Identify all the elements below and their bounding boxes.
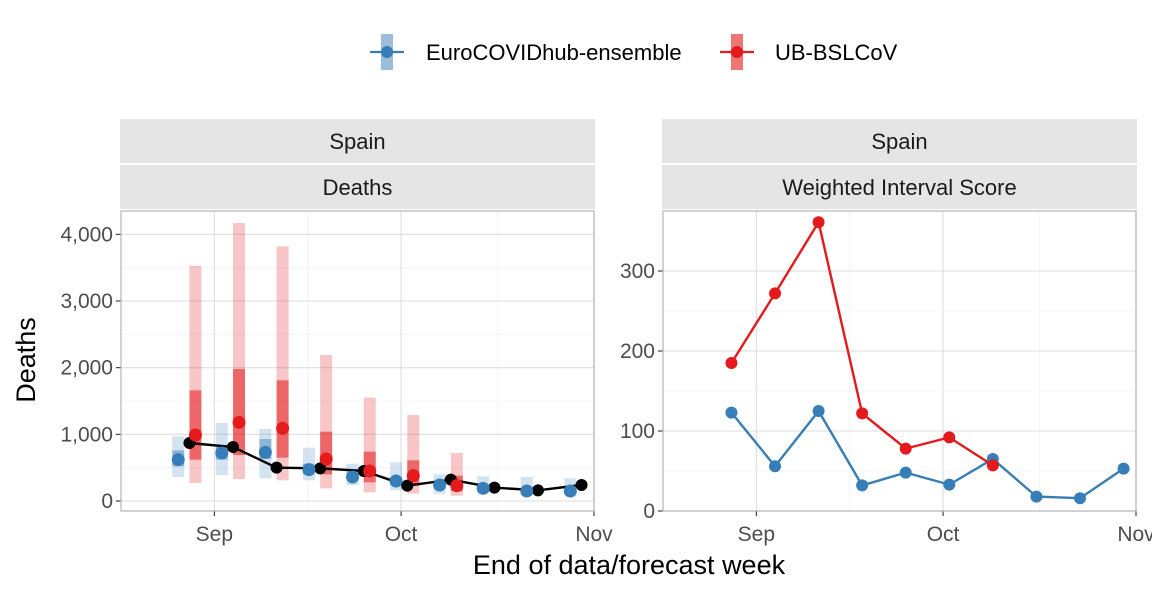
strip-right-target: Weighted Interval Score (782, 175, 1016, 200)
x-tick-label: Sep (196, 523, 233, 546)
ub-median-point (232, 415, 246, 429)
ensemble-median-point (476, 481, 490, 495)
observed-point (531, 484, 544, 497)
ub-inner-interval (233, 369, 246, 455)
ub-wis-point (986, 459, 999, 472)
observed-line (189, 441, 582, 492)
ub-median-point (363, 464, 377, 478)
panel-wis: Sep Oct Nov 0 100 200 300 (620, 210, 1152, 546)
ensemble-median-point (389, 474, 403, 488)
ub-wis-point (812, 216, 825, 229)
y-tick-label: 300 (620, 260, 655, 283)
x-tick-label: Nov (1117, 523, 1152, 546)
y-tick-label: 3,000 (60, 290, 113, 313)
ub-wis-line (730, 219, 994, 467)
y-tick-label: 1,000 (60, 423, 113, 446)
x-tick-label: Oct (385, 523, 418, 546)
panel-border (120, 210, 595, 512)
ensemble-wis-point (769, 460, 782, 473)
ub-inner-interval (276, 380, 289, 458)
ensemble-wis-point (1073, 492, 1086, 505)
y-axis-title-left: Deaths (11, 317, 41, 403)
y-tick-label: 0 (101, 490, 113, 513)
ub-wis-point (856, 407, 869, 420)
ensemble-median-point (563, 484, 577, 498)
y-tick-label: 2,000 (60, 357, 113, 380)
panel-border (662, 210, 1137, 512)
y-tick-label: 4,000 (60, 223, 113, 246)
ensemble-median-point (171, 453, 185, 467)
ub-inner-interval (189, 390, 202, 460)
observed-point (314, 462, 327, 475)
legend-label-ub: UB-BSLCoV (775, 40, 898, 65)
ub-median-point (319, 452, 333, 466)
ensemble-median-point (346, 470, 359, 484)
legend-key-ensemble (370, 34, 404, 70)
legend-label-ensemble: EuroCOVIDhub-ensemble (426, 40, 682, 65)
ensemble-wis-point (856, 479, 869, 492)
ensemble-wis-line (730, 408, 1125, 500)
x-tick-label: Nov (575, 523, 613, 546)
observed-point (270, 461, 283, 474)
observed-point (488, 481, 501, 494)
ub-median-point (276, 421, 290, 435)
ensemble-median-point (258, 445, 272, 459)
x-axis-title: End of data/forecast week (473, 550, 786, 580)
ub-wis-point (899, 442, 912, 455)
observed-point (575, 479, 588, 491)
x-tick-label: Sep (738, 523, 775, 546)
legend: EuroCOVIDhub-ensemble UB-BSLCoV (370, 34, 898, 70)
observed-point (227, 441, 240, 453)
ensemble-median-point (215, 446, 229, 460)
ensemble-median-point (302, 463, 316, 477)
ub-median-point (450, 479, 464, 493)
ensemble-median-point (433, 478, 447, 492)
ensemble-wis-point (1117, 462, 1130, 475)
strip-right: Spain Weighted Interval Score (662, 119, 1137, 209)
strip-left-location: Spain (329, 129, 385, 154)
panel-deaths: Sep Oct Nov 0 1,000 2,000 3,000 4,000 (60, 210, 613, 546)
ensemble-wis-point (943, 478, 956, 491)
strip-left: Spain Deaths (120, 119, 595, 209)
ub-wis-point (725, 357, 738, 369)
ub-median-point (406, 469, 420, 483)
legend-key-ub (720, 34, 754, 70)
ensemble-wis-point (812, 405, 825, 417)
ensemble-wis-point (725, 406, 738, 419)
y-tick-label: 200 (620, 340, 655, 363)
y-tick-label: 100 (620, 420, 655, 443)
ub-median-point (188, 428, 202, 442)
ensemble-median-point (520, 484, 534, 498)
observed-point (401, 479, 414, 492)
ub-wis-point (769, 287, 782, 300)
strip-left-target: Deaths (323, 175, 393, 200)
y-tick-label: 0 (643, 500, 655, 523)
ub-wis-point (943, 431, 956, 444)
ensemble-wis-point (1030, 490, 1043, 503)
x-tick-label: Oct (927, 523, 960, 546)
strip-right-location: Spain (871, 129, 927, 154)
ensemble-wis-point (899, 466, 912, 479)
